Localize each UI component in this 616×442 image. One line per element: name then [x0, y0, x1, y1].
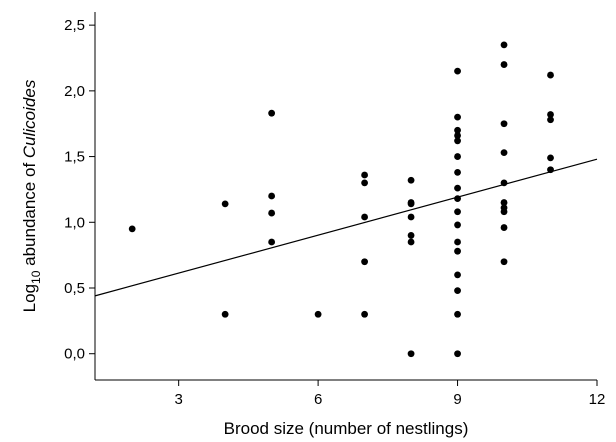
data-point: [500, 120, 508, 128]
data-point: [500, 258, 508, 266]
data-point: [454, 126, 461, 134]
data-point: [361, 213, 368, 221]
data-point: [454, 271, 461, 279]
x-axis-label: Brood size (number of nestlings): [224, 419, 469, 438]
data-point: [500, 199, 508, 206]
data-point: [454, 350, 461, 358]
data-point: [268, 192, 276, 200]
data-point: [500, 179, 508, 187]
data-point: [454, 168, 461, 176]
data-point: [454, 113, 461, 121]
data-point: [221, 200, 229, 208]
data-point: [547, 71, 554, 79]
y-axis-label-prefix: Log: [20, 284, 39, 312]
data-point: [454, 153, 461, 160]
data-point: [221, 310, 229, 318]
data-point: [547, 166, 554, 174]
data-point: [454, 195, 461, 203]
y-axis-label: Log10 abundance of Culicoides: [20, 79, 43, 312]
data-point: [454, 238, 461, 246]
x-ticks: 3 6 9 12: [174, 380, 605, 408]
y-tick-label: 0,0: [64, 346, 85, 363]
data-point: [500, 224, 508, 231]
data-point: [454, 132, 461, 139]
x-tick-label: 9: [453, 391, 461, 408]
y-tick-label: 1,5: [64, 149, 85, 166]
y-axis-label-italic: Culicoides: [20, 79, 39, 158]
data-point: [454, 184, 461, 192]
data-point: [500, 41, 508, 49]
y-axis-label-subscript: 10: [29, 270, 43, 284]
axes: [94, 12, 597, 381]
data-point: [454, 310, 461, 318]
data-point: [361, 258, 368, 266]
data-point: [268, 109, 276, 117]
data-point: [454, 221, 461, 229]
data-point: [454, 287, 461, 295]
x-tick-label: 6: [314, 391, 322, 408]
data-point: [407, 350, 415, 358]
y-axis-label-middle: abundance of: [20, 158, 39, 270]
data-point: [361, 171, 368, 179]
regression-line: [94, 158, 598, 297]
y-tick-label: 2,5: [64, 17, 85, 34]
data-point: [500, 208, 508, 216]
data-point: [407, 213, 415, 221]
x-tick-label: 3: [174, 391, 182, 408]
y-ticks: 0,0 0,5 1,0 1,5 2,0 2,5: [64, 17, 95, 363]
data-point: [547, 154, 554, 162]
data-point: [454, 247, 461, 255]
data-point: [454, 67, 461, 75]
data-point: [547, 111, 554, 118]
data-point: [454, 208, 461, 216]
y-tick-label: 2,0: [64, 83, 85, 100]
data-point: [407, 238, 415, 246]
data-point: [361, 310, 368, 318]
data-point: [361, 179, 368, 187]
data-point: [454, 137, 461, 145]
data-point: [547, 116, 554, 124]
y-tick-label: 0,5: [64, 280, 85, 297]
data-points: [128, 41, 554, 358]
x-tick-label: 12: [589, 391, 606, 408]
data-point: [407, 232, 415, 239]
regression-line-group: [94, 158, 598, 297]
data-point: [407, 176, 415, 184]
data-point: [128, 225, 136, 233]
data-point: [500, 61, 508, 68]
data-point: [268, 238, 276, 246]
data-point: [500, 149, 508, 157]
data-point: [407, 200, 415, 208]
y-tick-label: 1,0: [64, 214, 85, 231]
data-point: [268, 209, 276, 217]
data-point: [314, 310, 322, 318]
